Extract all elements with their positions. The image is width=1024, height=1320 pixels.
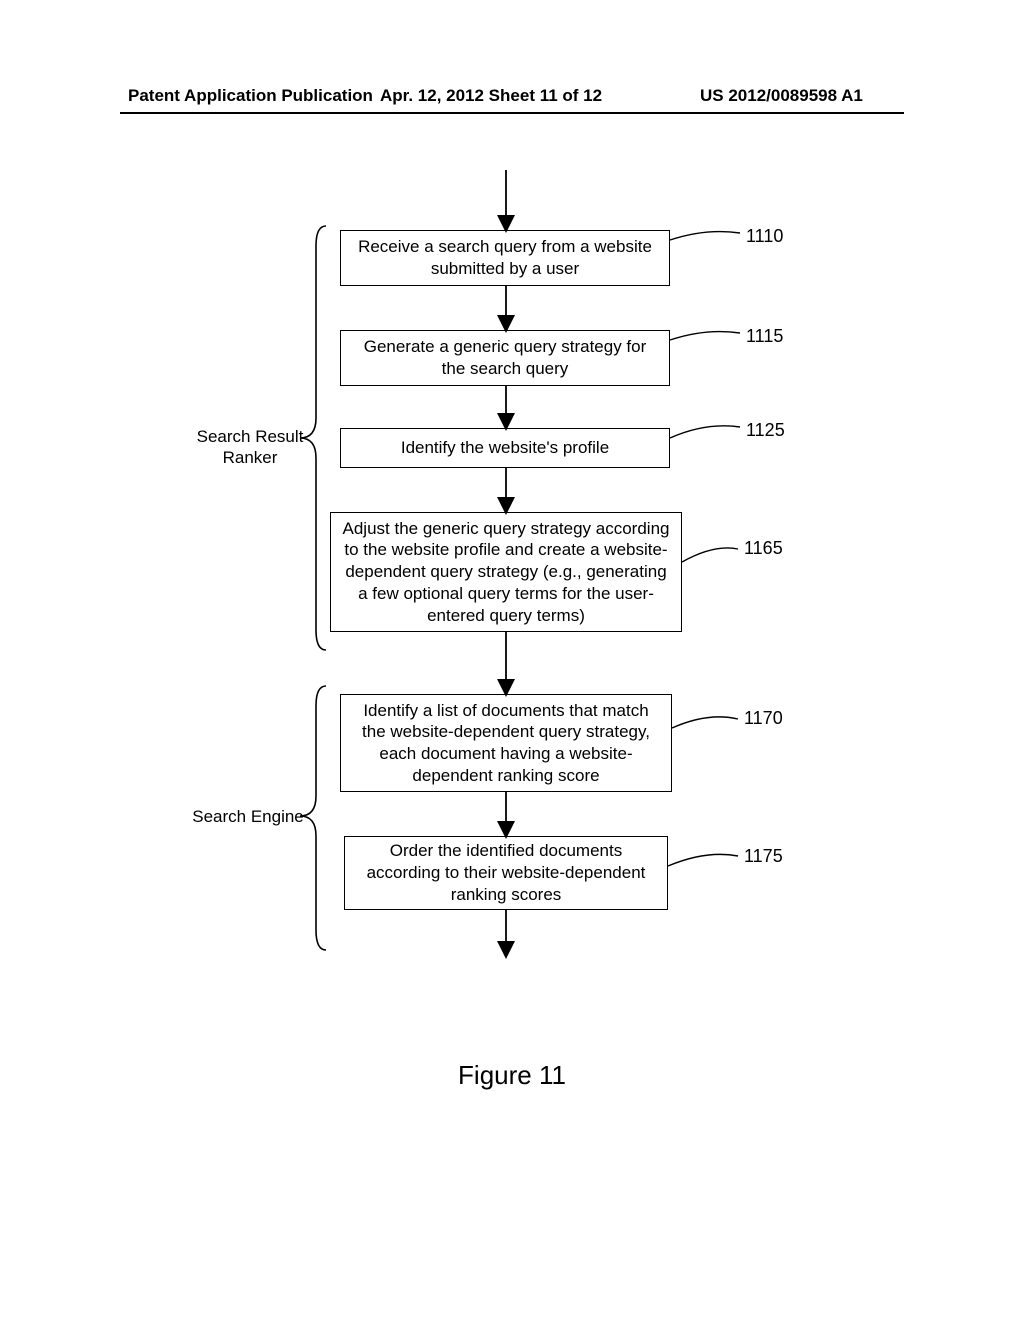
- header-left: Patent Application Publication: [128, 86, 373, 106]
- header-rule: [120, 112, 904, 114]
- flowchart-svg-overlay: [0, 160, 1024, 980]
- brackets-group: [300, 226, 326, 950]
- header-right: US 2012/0089598 A1: [700, 86, 863, 106]
- header-mid: Apr. 12, 2012 Sheet 11 of 12: [380, 86, 602, 106]
- leaders-group: [668, 232, 740, 866]
- figure-label: Figure 11: [0, 1060, 1024, 1091]
